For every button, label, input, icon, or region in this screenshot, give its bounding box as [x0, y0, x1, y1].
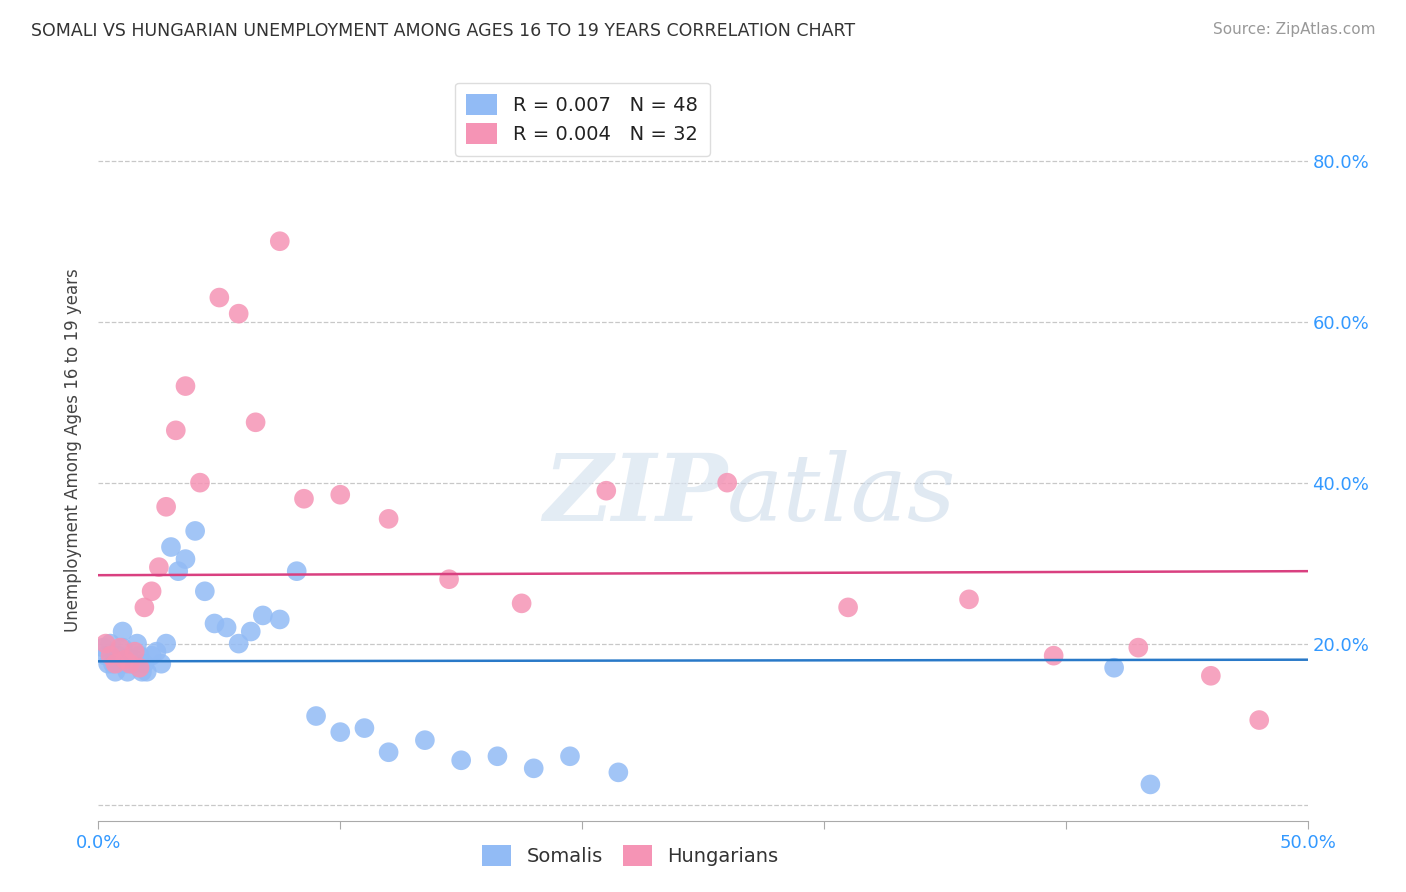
Point [215, 620, 238, 634]
Point [523, 761, 546, 775]
Point [194, 584, 217, 599]
Point [117, 665, 139, 679]
Point [94, 637, 117, 651]
Point [607, 765, 630, 780]
Point [558, 749, 581, 764]
Point [239, 624, 262, 639]
Point [252, 608, 274, 623]
Point [377, 512, 399, 526]
Point [150, 657, 173, 671]
Point [167, 564, 190, 578]
Point [1128, 640, 1150, 655]
Y-axis label: Unemployment Among Ages 16 to 19 years: Unemployment Among Ages 16 to 19 years [65, 268, 83, 632]
Point [329, 725, 352, 739]
Point [208, 291, 231, 305]
Point [184, 524, 207, 538]
Point [413, 733, 436, 747]
Point [1042, 648, 1064, 663]
Point [292, 491, 315, 506]
Point [510, 596, 533, 610]
Point [155, 500, 177, 514]
Point [108, 657, 131, 671]
Point [101, 657, 124, 671]
Point [97, 657, 120, 671]
Text: atlas: atlas [727, 450, 956, 540]
Point [111, 640, 134, 655]
Point [100, 648, 122, 663]
Text: SOMALI VS HUNGARIAN UNEMPLOYMENT AMONG AGES 16 TO 19 YEARS CORRELATION CHART: SOMALI VS HUNGARIAN UNEMPLOYMENT AMONG A… [31, 22, 855, 40]
Point [131, 665, 153, 679]
Point [134, 657, 156, 671]
Point [118, 653, 141, 667]
Point [1249, 713, 1271, 727]
Point [128, 648, 150, 663]
Point [269, 612, 291, 626]
Point [148, 560, 170, 574]
Point [111, 624, 134, 639]
Point [165, 423, 187, 437]
Point [228, 307, 250, 321]
Point [104, 657, 127, 671]
Text: Source: ZipAtlas.com: Source: ZipAtlas.com [1212, 22, 1375, 37]
Point [141, 648, 163, 663]
Point [1102, 661, 1125, 675]
Point [245, 415, 267, 429]
Point [160, 540, 183, 554]
Point [1199, 669, 1222, 683]
Point [228, 637, 250, 651]
Point [94, 648, 117, 663]
Point [837, 600, 859, 615]
Point [377, 745, 399, 759]
Point [174, 552, 197, 566]
Point [108, 640, 131, 655]
Point [450, 753, 472, 767]
Point [437, 572, 460, 586]
Point [1139, 777, 1161, 791]
Point [155, 637, 177, 651]
Point [127, 637, 149, 651]
Point [486, 749, 509, 764]
Point [134, 600, 156, 615]
Point [118, 657, 141, 671]
Point [353, 721, 375, 735]
Point [329, 488, 352, 502]
Point [107, 648, 129, 663]
Point [269, 234, 291, 248]
Point [135, 665, 157, 679]
Point [188, 475, 211, 490]
Point [174, 379, 197, 393]
Point [957, 592, 980, 607]
Legend: Somalis, Hungarians: Somalis, Hungarians [475, 837, 786, 874]
Point [305, 709, 328, 723]
Point [285, 564, 308, 578]
Text: ZIP: ZIP [543, 450, 727, 540]
Point [91, 640, 114, 655]
Point [141, 584, 163, 599]
Point [716, 475, 738, 490]
Point [124, 645, 146, 659]
Point [121, 657, 143, 671]
Point [128, 661, 150, 675]
Point [204, 616, 226, 631]
Point [104, 665, 127, 679]
Point [124, 653, 146, 667]
Point [145, 645, 167, 659]
Point [595, 483, 617, 498]
Point [114, 653, 136, 667]
Point [100, 637, 122, 651]
Point [114, 657, 136, 671]
